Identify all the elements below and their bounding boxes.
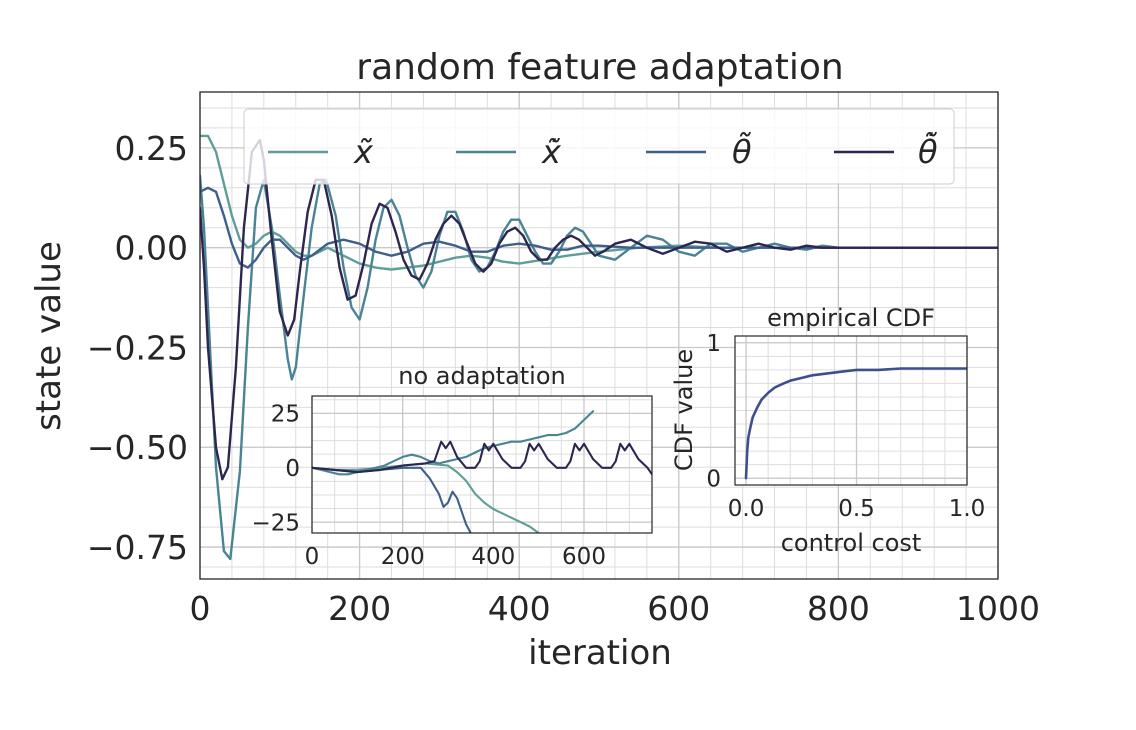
x-tick-label: 400 <box>471 544 515 570</box>
inset-cdf-frame <box>734 335 968 486</box>
x-tick-label: 200 <box>381 544 425 570</box>
series-line-0 <box>200 134 998 271</box>
y-tick-label: −0.75 <box>87 528 188 567</box>
main-series-lines <box>200 134 998 561</box>
x-tick-label: 400 <box>488 589 551 628</box>
y-tick-label: 0 <box>706 467 721 493</box>
legend-label-x-tilde-dot: x̃̇ <box>541 133 562 171</box>
inset-cdf-y-axis-label: CDF value <box>670 349 698 471</box>
legend-label-x-tilde: x̃ <box>353 133 374 171</box>
inset-no-adaptation-title: no adaptation <box>398 362 566 390</box>
series-line-0 <box>744 367 967 480</box>
x-tick-label: 0 <box>305 544 320 570</box>
inset-no-adaptation-frame <box>311 395 653 534</box>
main-legend: x̃ x̃̇ θ̃ θ̃̇ <box>243 108 955 185</box>
x-tick-label: 0.0 <box>728 496 765 522</box>
y-tick-label: 1 <box>706 331 721 357</box>
inset-no-adaptation-lines <box>312 410 652 533</box>
legend-frame <box>243 108 955 185</box>
x-tick-label: 600 <box>647 589 710 628</box>
y-tick-label: 0.00 <box>115 229 188 268</box>
x-tick-label: 600 <box>562 544 606 570</box>
series-line-2 <box>200 186 998 269</box>
inset-no-adaptation-area <box>312 396 652 533</box>
series-line-3 <box>312 440 652 476</box>
inset-cdf-title: empirical CDF <box>767 304 935 332</box>
y-tick-label: 25 <box>271 402 300 428</box>
series-line-3 <box>200 138 998 481</box>
x-tick-label: 0 <box>190 589 211 628</box>
y-tick-label: 0 <box>285 456 300 482</box>
main-title: random feature adaptation <box>356 47 843 88</box>
y-tick-label: −0.25 <box>87 328 188 367</box>
inset-cdf-x-axis-label: control cost <box>781 529 922 557</box>
main-x-axis-label: iteration <box>528 633 672 673</box>
inset-cdf-tick-labels: 0.0 0.5 1.0 0 1 <box>706 331 985 522</box>
legend-label-theta-tilde-dot: θ̃̇ <box>918 131 938 171</box>
main-plot-frame <box>199 91 999 580</box>
x-tick-label: 800 <box>807 589 870 628</box>
x-tick-label: 0.5 <box>838 496 875 522</box>
x-tick-label: 1000 <box>956 589 1040 628</box>
inset-cdf-lines <box>744 367 967 480</box>
y-tick-label: −0.50 <box>87 428 188 467</box>
x-tick-label: 200 <box>328 589 391 628</box>
main-y-axis-label: state value <box>29 241 69 431</box>
y-tick-label: −25 <box>251 510 300 536</box>
y-tick-label: 0.25 <box>115 129 188 168</box>
x-tick-label: 1.0 <box>949 496 986 522</box>
legend-label-theta-tilde: θ̃ <box>732 131 752 171</box>
inset-cdf-grid <box>735 336 968 485</box>
